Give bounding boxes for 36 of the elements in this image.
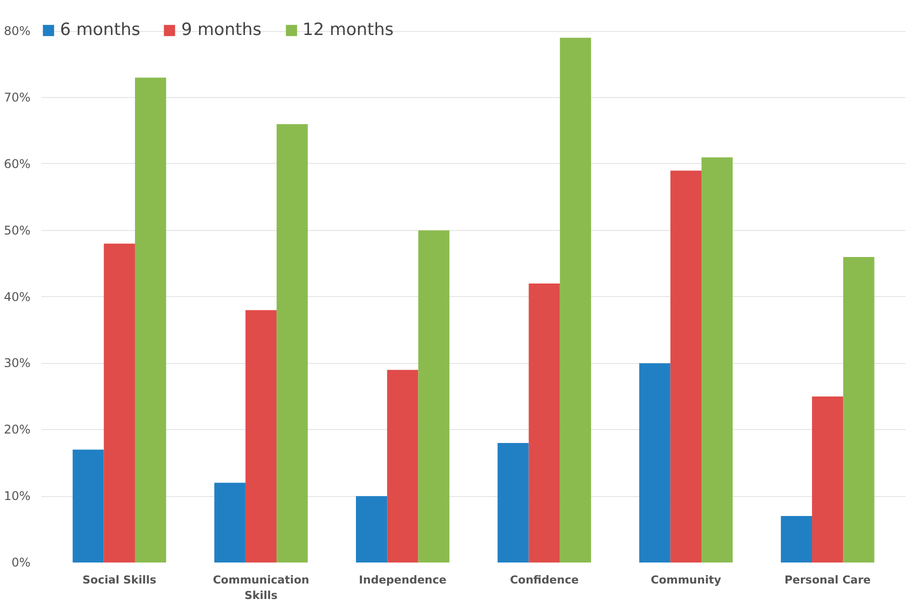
bar [498,442,529,562]
bar [670,170,702,562]
bar [72,450,104,562]
bar [528,284,560,562]
x-tick-label: Social Skills [82,574,157,586]
legend-label: 12 months [302,20,394,40]
y-tick-label: 0% [11,556,31,570]
bar [387,370,418,562]
bar [245,310,277,562]
y-tick-label: 30% [4,356,30,370]
bar [214,482,246,562]
y-tick-label: 20% [4,422,30,437]
y-tick-label: 60% [4,156,30,171]
y-tick-label: 50% [4,223,30,238]
x-tick-label: Communication Skills [212,574,310,602]
x-tick-label: Independence [358,574,446,586]
x-tick-label: Community [650,574,722,586]
y-tick-label: 40% [4,290,30,304]
bar [639,363,670,562]
x-tick-label: Confidence [510,574,579,586]
bar [134,78,166,562]
bar [780,516,812,562]
y-tick-label: 10% [4,489,30,504]
bar [418,230,450,562]
x-tick-label: Personal Care [784,574,871,586]
legend-label: 6 months [60,20,140,40]
y-tick-label: 70% [4,90,30,105]
bar [560,38,592,562]
bar [276,124,308,562]
bar [104,244,135,562]
legend-label: 9 months [181,20,262,40]
bar [812,396,844,562]
bar [702,157,733,562]
bar [356,496,388,562]
y-tick-label: 80% [4,24,30,38]
bar [843,256,874,562]
